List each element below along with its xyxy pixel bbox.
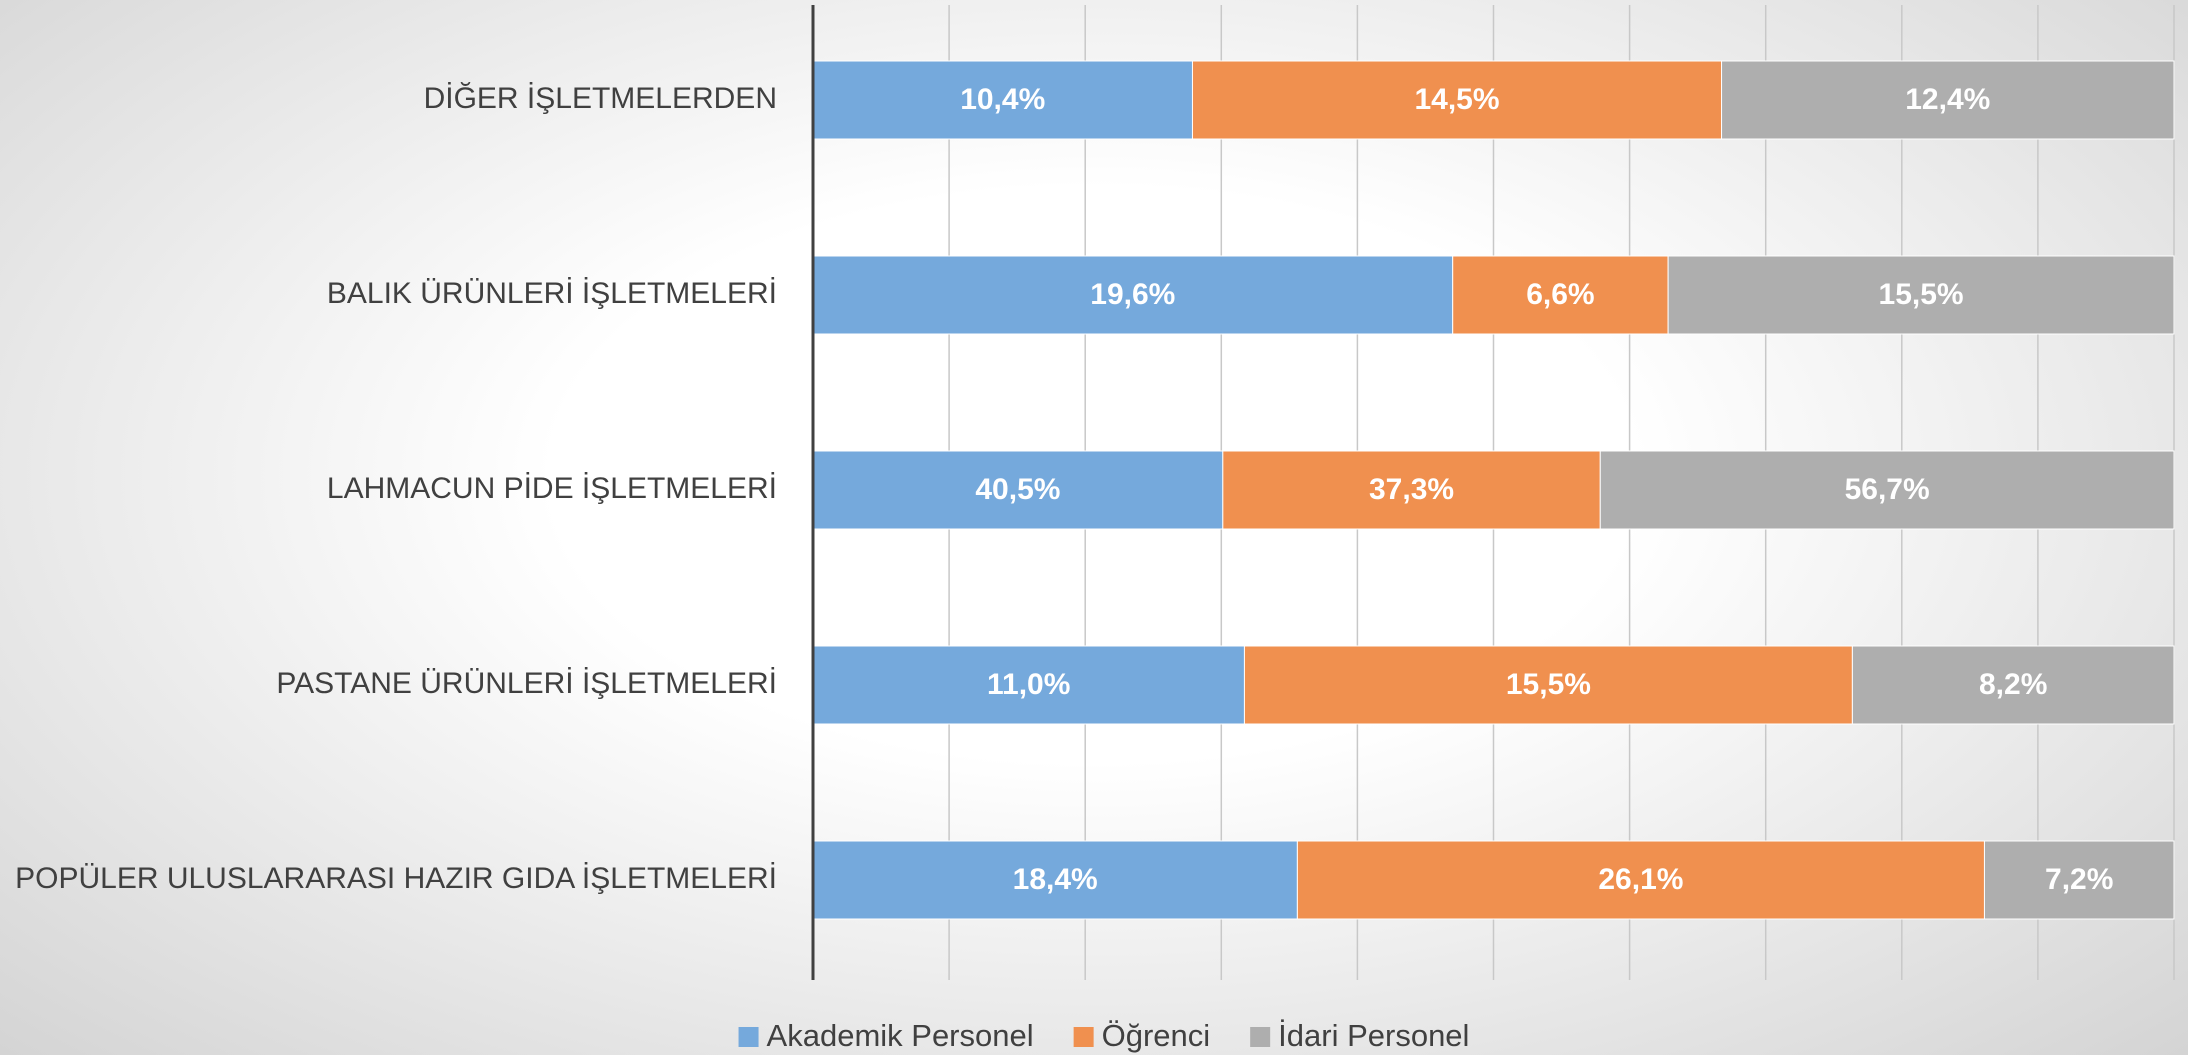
bar-segment [1243, 645, 1853, 725]
bar-segment [1296, 840, 1985, 920]
data-label: 14,5% [1414, 83, 1499, 116]
legend-swatch [1073, 1027, 1094, 1047]
legend-swatch [738, 1027, 759, 1047]
legend-label: İdari Personel [1278, 1018, 1469, 1053]
data-label: 11,0% [987, 668, 1070, 701]
legend-swatch [1250, 1027, 1271, 1047]
category-label: PASTANE ÜRÜNLERİ İŞLETMELERİ [276, 667, 777, 700]
data-label: 10,4% [960, 83, 1045, 116]
data-label: 6,6% [1526, 278, 1594, 311]
category-label: BALIK ÜRÜNLERİ İŞLETMELERİ [327, 277, 777, 310]
category-label: DİĞER İŞLETMELERDEN [424, 82, 777, 115]
bar-segment [1721, 60, 2175, 140]
legend-label: Akademik Personel [767, 1018, 1034, 1053]
bar-segment [812, 450, 1224, 530]
bar-segment [1599, 450, 2175, 530]
bar-segment [1667, 255, 2175, 335]
data-label: 15,5% [1506, 668, 1591, 701]
bar-segment [1191, 60, 1723, 140]
data-label: 8,2% [1979, 668, 2047, 701]
bar-segment [1851, 645, 2175, 725]
data-label: 56,7% [1845, 473, 1930, 506]
bar-segment [812, 840, 1298, 920]
data-label: 12,4% [1905, 83, 1990, 116]
bar-segment [1452, 255, 1669, 335]
bar-segment [812, 645, 1245, 725]
data-label: 7,2% [2045, 863, 2113, 896]
data-label: 18,4% [1013, 863, 1098, 896]
bar-segment [812, 60, 1193, 140]
legend-label: Öğrenci [1102, 1018, 1211, 1053]
data-label: 19,6% [1090, 278, 1175, 311]
category-label: POPÜLER ULUSLARARASI HAZIR GIDA İŞLETMEL… [15, 862, 777, 895]
data-label: 15,5% [1879, 278, 1964, 311]
category-label: LAHMACUN PİDE İŞLETMELERİ [327, 472, 777, 505]
data-label: 40,5% [975, 473, 1060, 506]
bar-segment [1983, 840, 2175, 920]
data-label: 26,1% [1598, 863, 1683, 896]
bar-segment [812, 255, 1454, 335]
data-label: 37,3% [1369, 473, 1454, 506]
